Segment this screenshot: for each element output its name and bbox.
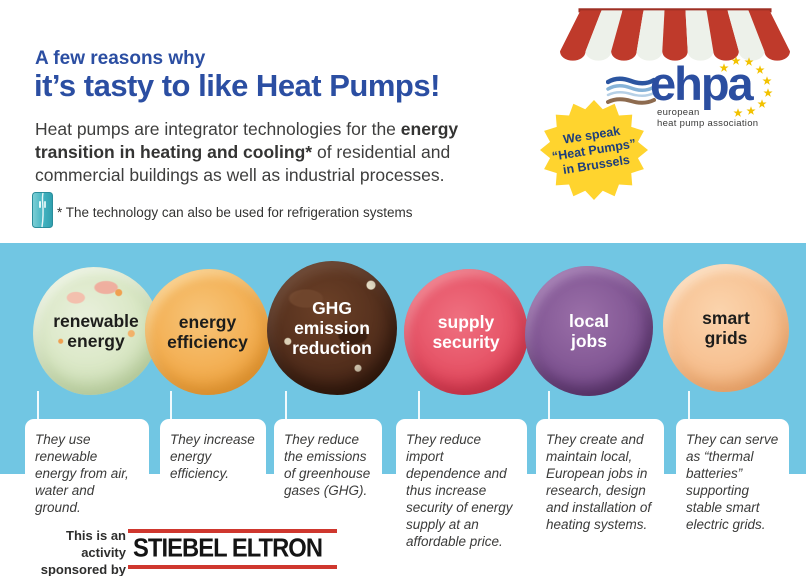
- description-text: They reduce import dependence and thus i…: [406, 432, 513, 549]
- description-card: They use renewable energy from air, wate…: [25, 419, 149, 528]
- scoop-label: local jobs: [569, 310, 609, 351]
- ehpa-sub-line1: european: [657, 107, 700, 118]
- scoop-label: supply security: [432, 311, 500, 352]
- connector-line: [37, 391, 39, 422]
- scoop-label: renewable energy: [53, 310, 139, 351]
- connector-line: [418, 391, 420, 422]
- eu-stars-icon: [718, 52, 776, 125]
- ehpa-logo-text: ehpa: [650, 57, 754, 110]
- water-waves-icon: [605, 75, 657, 114]
- scoop-label: smart grids: [702, 307, 750, 348]
- scoop-supply-security: supply security: [404, 269, 528, 395]
- connector-line: [285, 391, 287, 422]
- intro-text-post: of residential and commercial buildings …: [35, 142, 451, 185]
- connector-line: [170, 391, 172, 422]
- scoop-local-jobs: local jobs: [525, 266, 653, 396]
- scoop-label: GHG emission reduction: [292, 297, 372, 359]
- badge-text: We speak “Heat Pumps” in Brussels: [533, 92, 655, 208]
- connector-line: [548, 391, 550, 422]
- we-speak-badge: We speak “Heat Pumps” in Brussels: [540, 100, 648, 200]
- refrigerator-icon: [32, 192, 53, 233]
- description-text: They reduce the emissions of greenhouse …: [284, 432, 371, 498]
- description-card: They can serve as “thermal batteries” su…: [676, 419, 789, 545]
- sponsor-caption: This is an activity sponsored by: [28, 527, 126, 576]
- ehpa-logo-subtext: european heat pump association: [657, 107, 758, 129]
- intro-paragraph: Heat pumps are integrator technologies f…: [35, 118, 487, 187]
- sponsor-caption-line2: sponsored by: [40, 562, 126, 576]
- footnote-text: * The technology can also be used for re…: [57, 205, 413, 220]
- description-card: They reduce import dependence and thus i…: [396, 419, 527, 562]
- ehpa-sub-line2: heat pump association: [657, 118, 759, 129]
- starburst-icon: [540, 100, 648, 200]
- connector-line: [688, 391, 690, 422]
- description-text: They increase energy efficiency.: [170, 432, 255, 481]
- description-card: They increase energy efficiency.: [160, 419, 266, 494]
- scoop-label: energy efficiency: [167, 311, 248, 352]
- scoop-smart-grids: smart grids: [663, 264, 789, 392]
- page-title: it’s tasty to like Heat Pumps!: [34, 68, 440, 103]
- description-card: They reduce the emissions of greenhouse …: [274, 419, 382, 511]
- stiebel-eltron-logo: STIEBEL ELTRON: [128, 529, 337, 569]
- intro-text-bold: energy transition in heating and cooling…: [35, 119, 459, 162]
- scoop-renewable-energy: renewable energy: [33, 267, 159, 395]
- awning-icon: [560, 8, 790, 69]
- description-text: They create and maintain local, European…: [546, 432, 652, 532]
- stiebel-eltron-logo-text: STIEBEL ELTRON: [133, 533, 323, 563]
- intro-text-pre: Heat pumps are integrator technologies f…: [35, 119, 401, 139]
- scoop-energy-efficiency: energy efficiency: [145, 269, 270, 395]
- description-text: They use renewable energy from air, wate…: [35, 432, 129, 515]
- description-text: They can serve as “thermal batteries” su…: [686, 432, 779, 532]
- kicker-line: A few reasons why: [35, 48, 206, 69]
- scoop-ghg-emission-reduction: GHG emission reduction: [267, 261, 397, 395]
- description-card: They create and maintain local, European…: [536, 419, 664, 545]
- sponsor-caption-line1: This is an activity: [66, 528, 126, 560]
